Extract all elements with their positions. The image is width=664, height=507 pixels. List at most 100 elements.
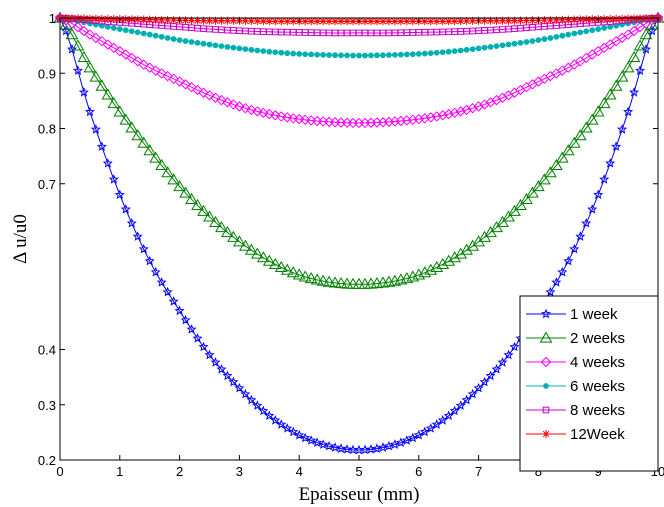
data-point: [421, 50, 428, 57]
y-axis-label: Δ u/u0: [10, 214, 31, 264]
data-point: [377, 442, 388, 452]
data-point: [356, 52, 362, 59]
data-point: [191, 198, 204, 211]
data-point: [228, 376, 239, 387]
data-point: [316, 274, 330, 286]
data-point: [319, 17, 328, 26]
data-point: [206, 41, 213, 48]
data-point: [561, 144, 575, 156]
data-point: [336, 443, 347, 453]
data-point: [292, 268, 306, 280]
data-point: [487, 44, 494, 50]
data-point: [599, 174, 610, 184]
data-point: [413, 113, 425, 125]
data-point: [517, 39, 524, 46]
data-point: [306, 435, 317, 445]
data-point: [481, 44, 488, 51]
data-point: [569, 243, 580, 254]
data-point: [322, 275, 336, 287]
data-point: [170, 36, 177, 42]
data-point: [262, 254, 276, 266]
data-point: [640, 43, 652, 54]
data-point: [545, 286, 556, 297]
data-point: [628, 25, 640, 37]
data-point: [611, 141, 622, 151]
data-point: [597, 97, 611, 109]
legend: 1 week 2 weeks 4 weeks 6 weeks 8 weeks 12Week: [519, 295, 659, 472]
data-point: [246, 104, 257, 116]
data-point: [102, 158, 113, 168]
data-point: [461, 104, 472, 116]
data-point: [89, 70, 103, 82]
data-point: [244, 243, 258, 255]
data-point: [449, 405, 460, 416]
data-point: [473, 101, 484, 112]
data-point: [186, 81, 197, 93]
data-point: [565, 31, 572, 38]
series-line: [59, 17, 659, 124]
y-tick-label: 0.9: [38, 66, 56, 81]
data-point: [469, 46, 476, 53]
data-point: [182, 38, 189, 44]
data-point: [300, 432, 311, 443]
x-tick-label: 6: [415, 464, 422, 479]
data-point: [451, 48, 458, 55]
data-point: [338, 52, 344, 59]
data-point: [497, 357, 508, 367]
legend-item: 6 weeks: [526, 378, 625, 395]
data-point: [523, 39, 530, 45]
legend-marker: [541, 308, 551, 319]
data-point: [218, 43, 225, 50]
data-point: [138, 59, 149, 70]
data-point: [509, 341, 520, 352]
data-point: [619, 21, 626, 28]
data-point: [591, 105, 605, 117]
data-point: [164, 35, 171, 41]
data-point: [605, 158, 616, 168]
data-point: [66, 43, 78, 54]
data-point: [601, 25, 608, 31]
data-point: [174, 305, 185, 316]
data-point: [173, 180, 186, 192]
data-point: [318, 439, 329, 449]
legend-label: 1 week: [570, 306, 618, 323]
data-point: [84, 106, 95, 117]
data-point: [276, 419, 287, 429]
data-point: [585, 113, 599, 125]
data-point: [514, 198, 527, 211]
data-point: [276, 111, 287, 122]
data-point: [282, 112, 293, 123]
data-point: [577, 29, 584, 36]
x-tick-label: 7: [475, 464, 482, 479]
data-point: [467, 388, 478, 399]
data-point: [383, 440, 394, 451]
data-point: [239, 239, 252, 251]
data-point: [502, 210, 515, 222]
data-point: [439, 49, 446, 56]
data-point: [443, 108, 454, 120]
data-point: [268, 257, 282, 269]
data-point: [264, 108, 275, 120]
data-point: [499, 42, 506, 49]
data-point: [72, 65, 83, 75]
data-point: [146, 31, 153, 38]
data-point: [96, 35, 108, 47]
data-point: [633, 39, 647, 51]
data-point: [328, 276, 342, 288]
data-point: [445, 48, 452, 55]
data-point: [457, 47, 464, 54]
data-point: [102, 39, 114, 50]
data-point: [635, 65, 646, 75]
data-point: [431, 111, 442, 122]
data-point: [78, 86, 89, 97]
data-point: [575, 231, 586, 241]
data-point: [503, 349, 514, 360]
data-point: [520, 192, 533, 204]
data-point: [412, 268, 426, 280]
data-point: [290, 50, 297, 57]
data-point: [496, 215, 509, 227]
data-point: [234, 101, 245, 112]
data-point: [449, 107, 460, 119]
data-point: [386, 52, 392, 58]
data-point: [424, 263, 438, 275]
